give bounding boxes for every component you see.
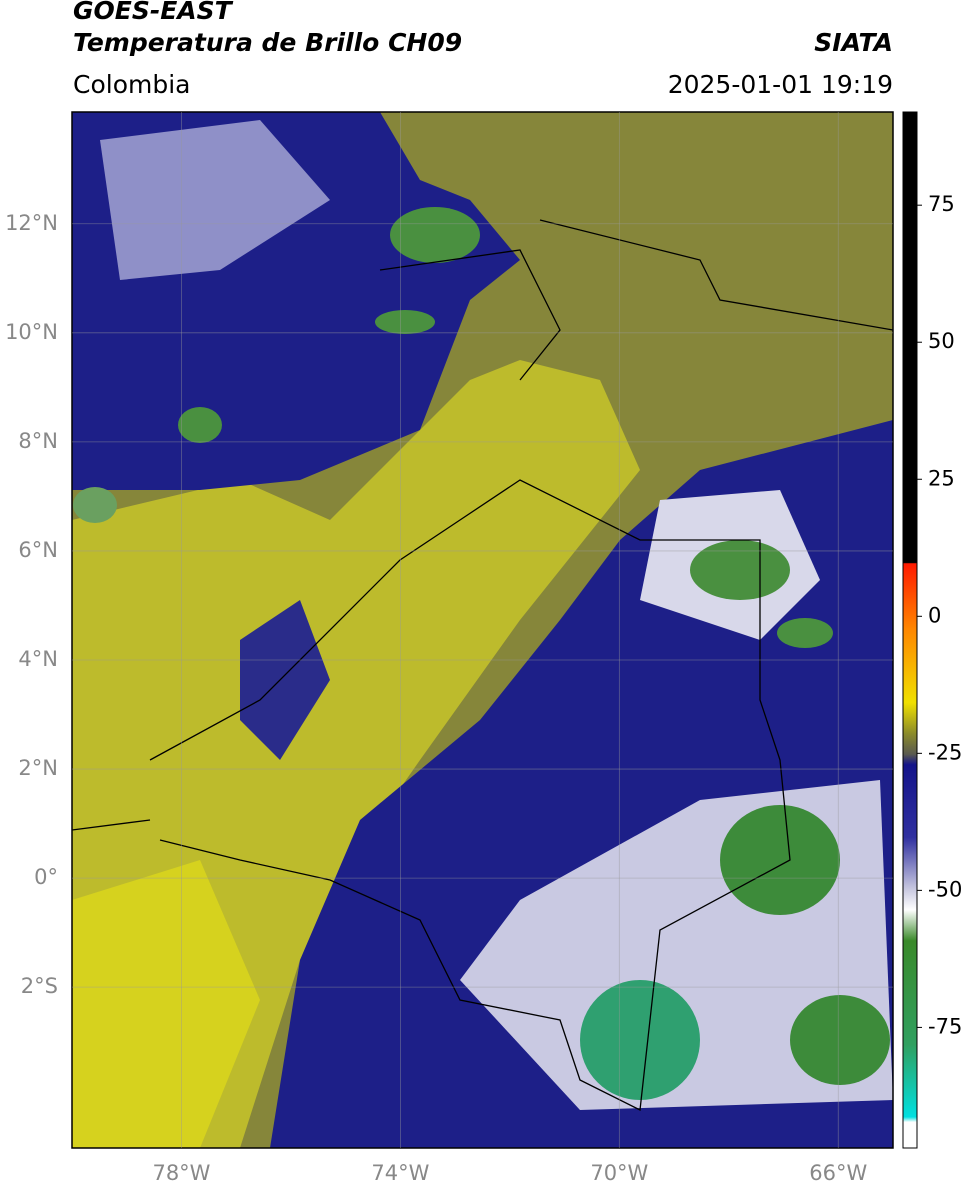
x-tick-label: 66°W	[809, 1161, 867, 1185]
y-tick-label: 2°N	[18, 756, 58, 780]
colorbar-tick-label: -50	[928, 877, 962, 901]
x-tick-label: 70°W	[590, 1161, 648, 1185]
x-tick-label: 74°W	[371, 1161, 429, 1185]
colorbar-tick-label: 0	[928, 603, 941, 627]
source: SIATA	[814, 28, 893, 57]
region: Colombia	[73, 70, 191, 99]
y-tick-label: 12°N	[5, 211, 58, 235]
y-tick-label: 0°	[34, 865, 58, 889]
subtitle: Temperatura de Brillo CH09	[73, 28, 463, 57]
y-tick-label: 2°S	[21, 974, 58, 998]
satellite-image	[72, 112, 893, 1148]
title: GOES-EAST	[73, 0, 232, 25]
colorbar-tick-label: 75	[928, 192, 955, 216]
colorbar	[902, 111, 918, 1149]
timestamp: 2025-01-01 19:19	[667, 70, 893, 99]
colorbar-tick-label: 25	[928, 466, 955, 490]
y-tick-label: 10°N	[5, 320, 58, 344]
colorbar-tick-label: 50	[928, 329, 955, 353]
colorbar-tick-label: -75	[928, 1014, 962, 1038]
colorbar-tick-label: -25	[928, 740, 962, 764]
y-tick-label: 8°N	[18, 429, 58, 453]
x-tick-label: 78°W	[152, 1161, 210, 1185]
y-tick-label: 4°N	[18, 647, 58, 671]
y-tick-label: 6°N	[18, 538, 58, 562]
map-frame	[71, 111, 894, 1149]
